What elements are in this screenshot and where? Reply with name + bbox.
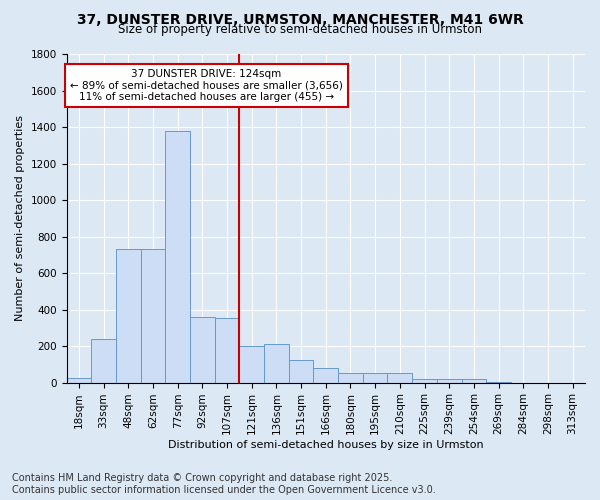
Text: 37 DUNSTER DRIVE: 124sqm
← 89% of semi-detached houses are smaller (3,656)
11% o: 37 DUNSTER DRIVE: 124sqm ← 89% of semi-d… — [70, 69, 343, 102]
Bar — [313, 368, 338, 382]
Bar — [338, 374, 363, 382]
Bar — [363, 374, 388, 382]
Text: Contains HM Land Registry data © Crown copyright and database right 2025.
Contai: Contains HM Land Registry data © Crown c… — [12, 474, 436, 495]
Bar — [140, 250, 165, 382]
Bar — [461, 379, 486, 382]
Bar — [190, 317, 215, 382]
Bar — [215, 318, 239, 382]
Y-axis label: Number of semi-detached properties: Number of semi-detached properties — [15, 116, 25, 322]
X-axis label: Distribution of semi-detached houses by size in Urmston: Distribution of semi-detached houses by … — [168, 440, 484, 450]
Bar — [165, 130, 190, 382]
Bar — [289, 360, 313, 382]
Bar — [91, 339, 116, 382]
Bar — [264, 344, 289, 383]
Bar — [437, 379, 461, 382]
Text: Size of property relative to semi-detached houses in Urmston: Size of property relative to semi-detach… — [118, 22, 482, 36]
Bar — [388, 374, 412, 382]
Bar — [239, 346, 264, 383]
Bar — [67, 378, 91, 382]
Bar — [116, 250, 140, 382]
Bar — [412, 379, 437, 382]
Text: 37, DUNSTER DRIVE, URMSTON, MANCHESTER, M41 6WR: 37, DUNSTER DRIVE, URMSTON, MANCHESTER, … — [77, 12, 523, 26]
